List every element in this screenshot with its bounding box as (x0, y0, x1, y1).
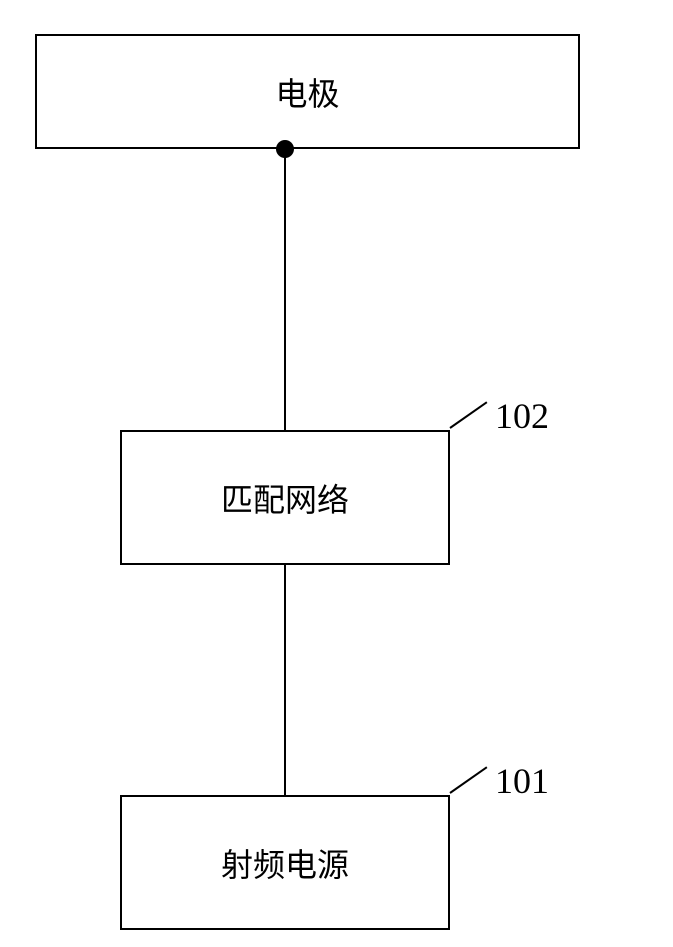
block-diagram: 电极 匹配网络 102 射频电源 101 (0, 0, 673, 947)
electrode-label: 电极 (275, 69, 339, 115)
connector-electrode-matching (284, 149, 286, 430)
matching-network-block: 匹配网络 (120, 430, 450, 565)
rf-power-block: 射频电源 (120, 795, 450, 930)
rf-power-label: 射频电源 (221, 840, 349, 886)
electrode-block: 电极 (35, 34, 580, 149)
connector-matching-rfpower (284, 565, 286, 795)
leader-line-102 (449, 401, 487, 428)
leader-line-101 (449, 766, 487, 793)
ref-label-102: 102 (495, 395, 549, 437)
matching-network-label: 匹配网络 (221, 475, 349, 521)
ref-label-101: 101 (495, 760, 549, 802)
